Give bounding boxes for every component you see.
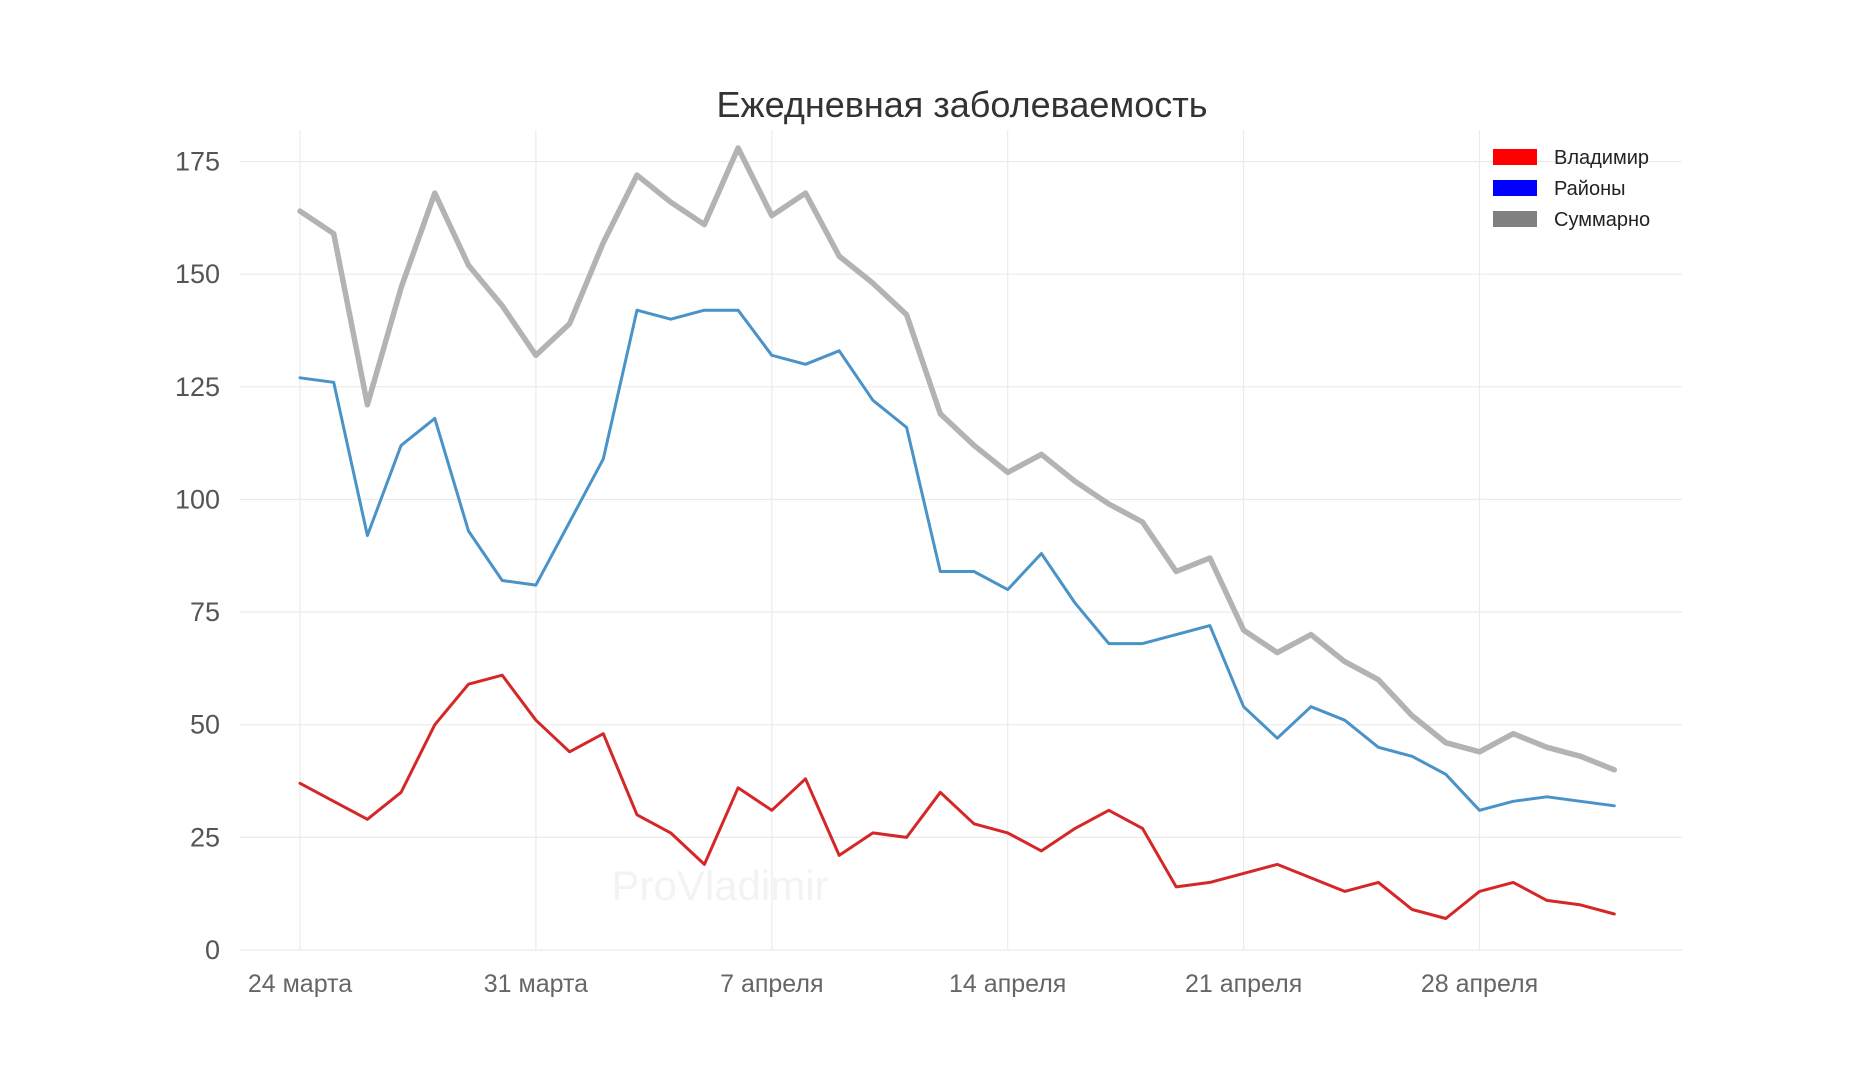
y-tick-label: 125 <box>175 372 220 402</box>
y-tick-label: 50 <box>190 710 220 740</box>
y-tick-label: 75 <box>190 597 220 627</box>
x-tick-label: 24 марта <box>248 970 352 998</box>
gridlines <box>240 130 1682 951</box>
series-lines <box>297 145 1618 920</box>
x-tick-label: 7 апреля <box>720 970 823 998</box>
y-tick-label: 25 <box>190 822 220 852</box>
legend-swatch <box>1493 211 1537 227</box>
y-tick-label: 175 <box>175 147 220 177</box>
legend-label: Районы <box>1554 178 1626 200</box>
y-tick-label: 150 <box>175 259 220 289</box>
y-tick-label: 0 <box>205 935 220 965</box>
series-line-2 <box>297 145 1618 773</box>
series-line-0 <box>298 673 1616 920</box>
x-axis-ticks: 24 марта 31 марта 7 апреля 14 апреля 21 апре… <box>248 970 1538 998</box>
legend-label: Владимир <box>1554 147 1649 169</box>
legend-label: Суммарно <box>1554 209 1650 231</box>
x-tick-label: 21 апреля <box>1185 970 1302 998</box>
y-tick-label: 100 <box>175 484 220 514</box>
x-tick-label: 14 апреля <box>949 970 1066 998</box>
x-tick-label: 28 апреля <box>1421 970 1538 998</box>
x-tick-label: 31 марта <box>484 970 588 998</box>
legend-swatch <box>1493 149 1537 165</box>
series-line-1 <box>298 308 1616 812</box>
legend: Владимир Районы Суммарно <box>1493 147 1650 231</box>
watermark-text: ProVladimir <box>611 862 828 909</box>
legend-swatch <box>1493 180 1537 196</box>
y-axis-ticks: 0 25 50 75 100 125 150 175 <box>175 147 220 965</box>
chart-title: Ежедневная заболеваемость <box>717 84 1208 125</box>
